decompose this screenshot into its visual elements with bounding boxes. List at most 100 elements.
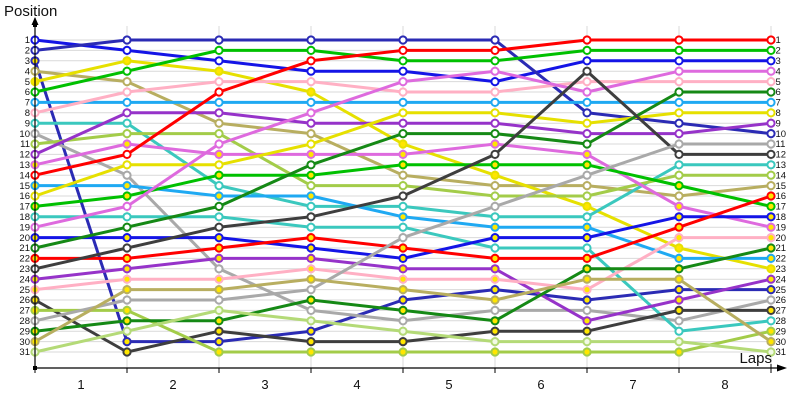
series-marker-yellow-b <box>306 87 316 97</box>
series-marker-silver-b <box>766 139 776 149</box>
series-marker-turquoise-b <box>122 212 132 222</box>
series-khaki-b <box>30 274 776 347</box>
position-label-left: 21 <box>19 243 30 254</box>
series-marker-yellow-b <box>490 170 500 180</box>
series-marker-yellowgreen-a <box>674 170 684 180</box>
series-marker-violet-a <box>398 77 408 87</box>
position-label-right: 18 <box>776 212 787 223</box>
position-label-left: 14 <box>19 170 30 181</box>
series-marker-darkgreen-b <box>490 316 500 326</box>
series-marker-lightgreen <box>398 326 408 336</box>
series-marker-red-b <box>214 243 224 253</box>
series-marker-turquoise-a <box>214 181 224 191</box>
series-darkgray-a <box>30 66 776 274</box>
series-marker-red-b <box>766 191 776 201</box>
position-label-left: 9 <box>25 118 30 129</box>
position-label-right: 5 <box>776 77 781 88</box>
position-label-left: 8 <box>25 108 30 119</box>
x-tick-label: 6 <box>537 377 544 392</box>
series-marker-yellow-a <box>490 108 500 118</box>
position-label-right: 21 <box>776 243 787 254</box>
series-marker-yellowgreen-b <box>674 347 684 357</box>
series-marker-darkgray-b <box>306 337 316 347</box>
series-marker-khaki-b <box>766 337 776 347</box>
series-marker-pink-a <box>306 77 316 87</box>
position-label-right: 3 <box>776 56 781 67</box>
position-label-left: 15 <box>19 181 30 192</box>
position-label-right: 22 <box>776 254 787 265</box>
series-marker-pink-a <box>674 77 684 87</box>
series-marker-khaki-b <box>674 274 684 284</box>
series-marker-skyblue-b <box>582 222 592 232</box>
series-marker-violet-a <box>306 108 316 118</box>
position-label-left: 11 <box>20 139 30 150</box>
series-marker-darkgray-a <box>766 149 776 159</box>
series-marker-darkgreen-b <box>582 264 592 274</box>
series-marker-purple-a <box>122 108 132 118</box>
series-marker-silver-a <box>398 316 408 326</box>
series-marker-silver-a <box>582 305 592 315</box>
series-marker-pink-b <box>398 274 408 284</box>
position-label-left: 20 <box>19 233 30 244</box>
series-marker-red-a <box>674 35 684 45</box>
series-marker-violet-b <box>766 222 776 232</box>
series-marker-darkgreen-b <box>306 295 316 305</box>
position-label-right: 10 <box>776 129 787 140</box>
series-marker-pink-a <box>122 87 132 97</box>
series-marker-darkgray-a <box>306 212 316 222</box>
series-marker-yellowgreen-b <box>122 305 132 315</box>
series-marker-khaki-a <box>398 170 408 180</box>
series-marker-blue-b <box>490 233 500 243</box>
series-marker-violet-b <box>214 149 224 159</box>
position-label-right: 6 <box>776 87 781 98</box>
position-label-right: 13 <box>776 160 787 171</box>
series-purple-b <box>30 253 776 326</box>
series-violet-b <box>30 139 776 232</box>
series-marker-pink-a <box>490 87 500 97</box>
position-label-right: 25 <box>776 285 787 296</box>
position-label-left: 23 <box>19 264 30 275</box>
series-marker-pink-b <box>214 274 224 284</box>
series-marker-yellow-a <box>398 108 408 118</box>
series-marker-navy-b <box>306 326 316 336</box>
series-marker-purple-b <box>490 264 500 274</box>
series-marker-pink-b <box>122 274 132 284</box>
series-marker-green-b <box>582 160 592 170</box>
position-label-left: 29 <box>19 326 30 337</box>
position-label-left: 27 <box>19 306 30 317</box>
series-marker-turquoise-b <box>674 326 684 336</box>
series-marker-turquoise-b <box>766 316 776 326</box>
series-marker-darkgreen-a <box>582 139 592 149</box>
series-marker-red-b <box>398 243 408 253</box>
series-marker-yellow-a <box>214 160 224 170</box>
series-marker-violet-b <box>398 149 408 159</box>
series-marker-blue-a <box>582 56 592 66</box>
series-marker-yellow-a <box>674 108 684 118</box>
series-darkgreen-b <box>30 243 776 336</box>
x-tick-label: 3 <box>261 377 268 392</box>
position-label-left: 13 <box>19 160 30 171</box>
series-marker-darkgray-a <box>398 191 408 201</box>
x-tick-label: 5 <box>445 377 452 392</box>
series-marker-turquoise-a <box>766 160 776 170</box>
series-marker-pink-a <box>766 77 776 87</box>
position-label-right: 4 <box>776 66 781 77</box>
series-marker-red-a <box>582 35 592 45</box>
series-marker-red-b <box>306 233 316 243</box>
series-marker-turquoise-a <box>398 201 408 211</box>
series-blue-a <box>30 35 776 87</box>
position-label-left: 24 <box>19 274 30 285</box>
series-marker-purple-b <box>214 253 224 263</box>
series-marker-blue-b <box>214 233 224 243</box>
series-marker-red-a <box>214 87 224 97</box>
series-marker-darkgreen-b <box>674 264 684 274</box>
series-yellow-a <box>30 108 776 201</box>
series-marker-purple-a <box>214 108 224 118</box>
series-marker-red-b <box>490 253 500 263</box>
series-marker-navy-a <box>398 35 408 45</box>
series-marker-skyblue-b <box>398 212 408 222</box>
series-marker-yellow-b <box>582 201 592 211</box>
series-marker-silver-b <box>582 170 592 180</box>
series-marker-darkgray-b <box>674 305 684 315</box>
